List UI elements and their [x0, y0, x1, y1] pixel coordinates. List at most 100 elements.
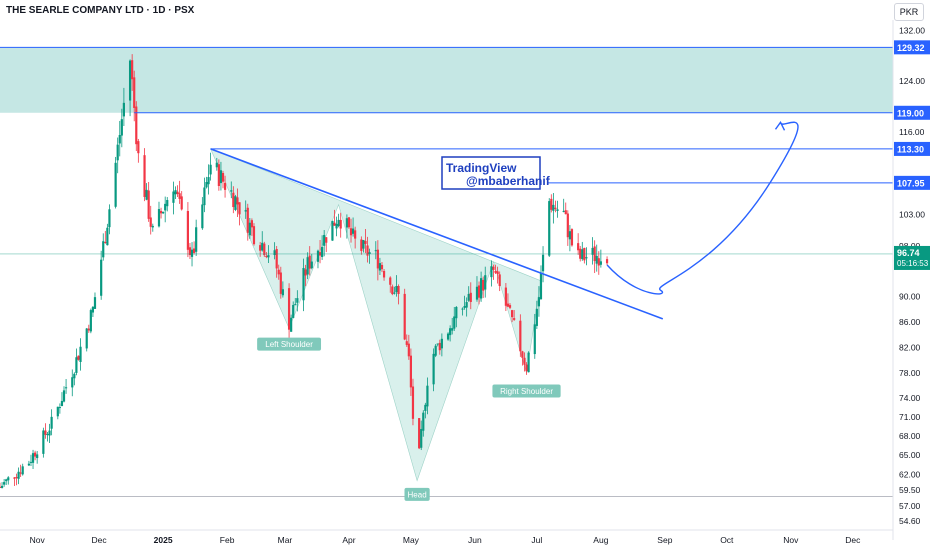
currency-button[interactable]: PKR [894, 3, 924, 21]
candle-body [393, 292, 396, 294]
pattern-label: Right Shoulder [500, 387, 553, 396]
candle-body [46, 434, 49, 436]
candle-body [527, 352, 530, 373]
descending-trendline [210, 148, 664, 320]
candle-body [162, 211, 165, 214]
price-tick-label: 90.00 [899, 292, 921, 302]
arrow-head [774, 120, 786, 131]
head-and-shoulders-pattern [210, 148, 542, 482]
candle-body [310, 261, 313, 269]
candle-body [389, 277, 392, 285]
price-tick-label: 68.00 [899, 431, 921, 441]
candle-body [453, 316, 456, 329]
time-axis[interactable]: Nov Dec 2025 Feb Mar Apr May Jun Jul Aug Sep Oct Nov… [0, 529, 893, 545]
candle-body [17, 471, 20, 479]
candle-body [333, 222, 336, 226]
pattern-label: Head [408, 490, 427, 499]
candle-body [552, 204, 555, 211]
time-tick-label: Nov [30, 535, 46, 545]
candle-body [535, 308, 538, 326]
candle-body [335, 223, 338, 229]
time-tick-label: Dec [92, 535, 108, 545]
candle-body [349, 228, 353, 236]
price-tick-label: 57.00 [899, 501, 921, 511]
candle-body [577, 243, 580, 251]
candle-body [104, 242, 107, 244]
price-levels [0, 46, 893, 184]
candle-body [480, 278, 483, 299]
candle-body [492, 266, 495, 270]
candle-body [585, 257, 588, 259]
candle-body [56, 406, 59, 417]
candle-body [34, 452, 37, 457]
candle-body [180, 196, 183, 210]
candle-body [374, 250, 377, 252]
candle-body [366, 245, 369, 256]
drawings: Left Shoulder Head Right Shoulder [0, 120, 893, 501]
candle-body [195, 227, 198, 252]
candle-body [376, 249, 379, 269]
level-tag-bg [894, 105, 930, 120]
candle-body [405, 341, 408, 345]
candle-body [403, 293, 406, 340]
candle-body [469, 292, 472, 302]
time-tick-label: Jun [468, 535, 482, 545]
candle-body [50, 416, 53, 429]
candle-body [523, 357, 526, 365]
candle-body [539, 273, 543, 300]
candle-body [345, 218, 348, 228]
symbol-title: THE SEARLE COMPANY LTD · 1D · PSX [6, 5, 195, 16]
candle-body [151, 225, 154, 228]
candle-body [93, 297, 97, 309]
candle-body [73, 373, 76, 379]
candle-body [382, 270, 386, 278]
candle-body [490, 266, 493, 278]
candle-body [432, 353, 435, 385]
price-tick-label: 65.00 [899, 450, 921, 460]
candle-body [116, 144, 119, 161]
candle-body [426, 385, 429, 407]
candle-body [79, 346, 82, 362]
candle-body [566, 213, 569, 238]
candle-body [525, 364, 528, 372]
candle-body [418, 418, 421, 449]
price-axis[interactable]: 54.60 57.00 59.50 62.00 65.00 68.00 71.00 74.00… [892, 20, 925, 540]
candle-body [133, 77, 136, 108]
candle-body [190, 249, 194, 257]
candle-body [407, 343, 410, 357]
candle-body [62, 390, 66, 402]
candle-body [465, 302, 468, 308]
candle-body [316, 250, 320, 262]
candle-body [221, 173, 225, 182]
candle-body [19, 472, 22, 474]
candle-body [422, 412, 425, 431]
time-tick-label: Jul [531, 535, 542, 545]
candle-body [174, 190, 177, 195]
level-tag-label: 107.95 [897, 178, 925, 188]
candle-body [380, 264, 384, 270]
price-tick-label: 124.00 [899, 76, 925, 86]
candle-body [562, 210, 565, 212]
time-tick-label: Feb [220, 535, 235, 545]
candle-body [13, 477, 16, 479]
candle-body [263, 243, 266, 256]
candle-body [508, 305, 512, 308]
candle-body [166, 200, 169, 207]
candle-body [3, 482, 6, 485]
candle-body [368, 252, 371, 254]
candle-body [137, 141, 140, 154]
candle-body [605, 259, 609, 264]
candle-body [438, 342, 441, 351]
time-tick-label: Oct [720, 535, 734, 545]
time-tick-label: Apr [342, 535, 355, 545]
candle-body [219, 170, 223, 184]
candle-body [513, 318, 516, 320]
time-tick-label: Aug [593, 535, 608, 545]
candle-body [521, 351, 524, 358]
price-tick-label: 59.50 [899, 485, 921, 495]
price-tick-label: 54.60 [899, 516, 921, 526]
pattern-label-bg [492, 384, 561, 398]
time-tick-label: Nov [783, 535, 799, 545]
